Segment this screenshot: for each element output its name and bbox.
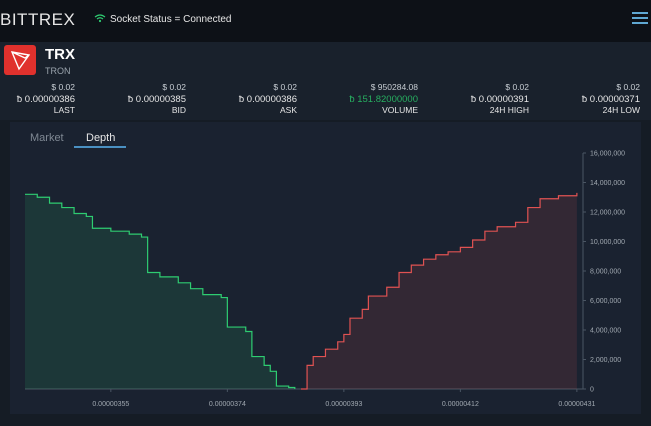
y-tick-label: 0: [590, 387, 594, 394]
bid-depth-line: [25, 193, 296, 389]
bid-depth-area: [25, 194, 295, 389]
stat-label: 24H LOW: [602, 105, 640, 115]
y-tick-label: 2,000,000: [590, 357, 621, 364]
stat-btc: ƀ 0.00000385: [127, 93, 186, 105]
stat-24h-high: $ 0.02 ƀ 0.00000391 24H HIGH: [449, 82, 529, 117]
y-tick-label: 14,000,000: [590, 180, 625, 187]
stat-usd: $ 0.02: [505, 82, 529, 92]
y-tick-label: 4,000,000: [590, 328, 621, 335]
ask-depth-area: [300, 192, 577, 389]
tab-market[interactable]: Market: [30, 132, 64, 144]
x-tick-label: 0.00000393: [325, 401, 362, 408]
tab-depth[interactable]: Depth: [86, 132, 116, 144]
stat-label: ASK: [279, 105, 297, 115]
stat-usd: $ 0.02: [162, 82, 186, 92]
wifi-icon: [94, 14, 106, 23]
stat-bid: $ 0.02 ƀ 0.00000385 BID: [106, 82, 186, 117]
stat-ask: $ 0.02 ƀ 0.00000386 ASK: [217, 82, 297, 117]
stat-label: 24H HIGH: [489, 105, 529, 115]
stat-last: $ 0.02 ƀ 0.00000386 LAST: [0, 82, 75, 117]
x-tick-label: 0.00000412: [442, 401, 479, 408]
stat-btc: ƀ 0.00000371: [581, 93, 640, 105]
y-tick-label: 16,000,000: [590, 151, 625, 158]
active-tab-indicator: [74, 146, 126, 148]
x-tick-label: 0.00000355: [92, 401, 129, 408]
y-tick-label: 8,000,000: [590, 269, 621, 276]
stat-btc: ƀ 0.00000391: [470, 93, 529, 105]
brand-logo[interactable]: BITTREX: [0, 10, 76, 29]
market-header: [0, 42, 651, 120]
stat-volume: $ 950284.08 ƀ 151.82000000 VOLUME: [328, 82, 418, 117]
tron-logo-icon: [4, 45, 36, 75]
ask-depth-line: [300, 192, 578, 390]
stat-btc: ƀ 0.00000386: [238, 93, 297, 105]
stat-usd: $ 0.02: [616, 82, 640, 92]
stat-usd: $ 950284.08: [370, 82, 418, 92]
socket-status: Socket Status = Connected: [110, 14, 232, 25]
stat-btc: ƀ 0.00000386: [16, 93, 75, 105]
chart-panel: [10, 122, 641, 414]
x-tick-label: 0.00000431: [558, 401, 595, 408]
y-tick-label: 12,000,000: [590, 210, 625, 217]
y-tick-label: 10,000,000: [590, 239, 625, 246]
stat-label: BID: [171, 105, 186, 115]
y-tick-label: 6,000,000: [590, 298, 621, 305]
market-symbol: TRX: [45, 46, 75, 63]
top-bar: BITTREX Socket Status = Connected: [0, 0, 651, 42]
market-name: TRON: [45, 66, 71, 76]
x-tick-label: 0.00000374: [209, 401, 246, 408]
stat-label: LAST: [53, 105, 75, 115]
stat-usd: $ 0.02: [51, 82, 75, 92]
hamburger-icon[interactable]: [632, 12, 648, 26]
stat-btc: ƀ 151.82000000: [349, 93, 418, 105]
stat-24h-low: $ 0.02 ƀ 0.00000371 24H LOW: [560, 82, 640, 117]
stat-label: VOLUME: [382, 105, 418, 115]
stat-usd: $ 0.02: [273, 82, 297, 92]
